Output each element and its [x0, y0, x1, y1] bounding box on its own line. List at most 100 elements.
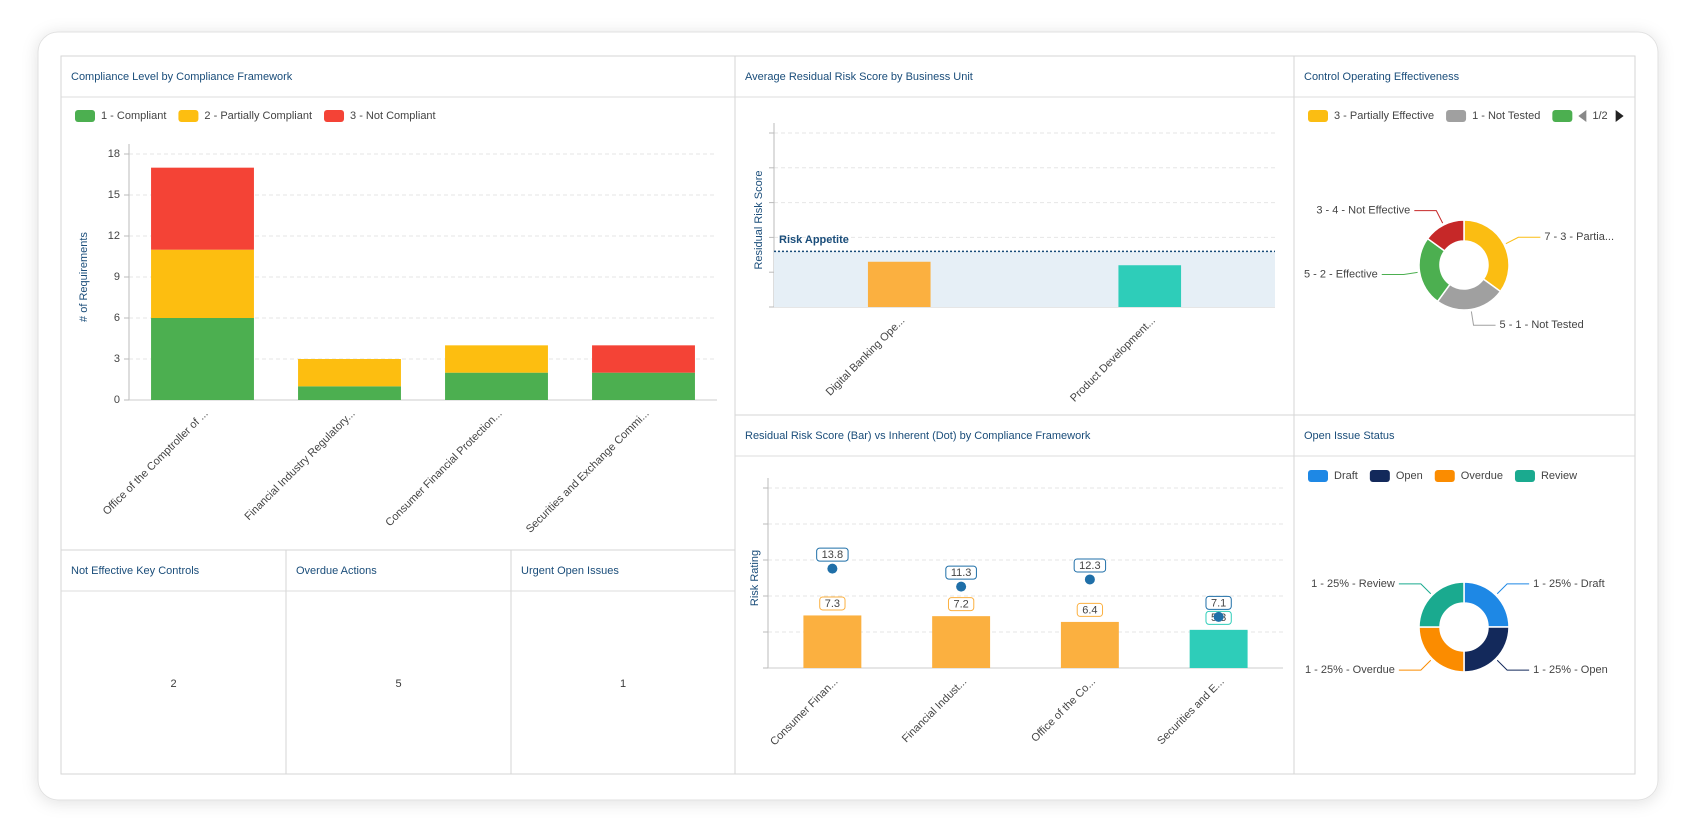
- kpi-value: 1: [620, 678, 626, 690]
- threshold-zone: [774, 251, 1275, 307]
- dot: [827, 563, 838, 574]
- bar-segment: [445, 372, 548, 400]
- legend-page: 1/2: [1592, 110, 1607, 122]
- legend-label: 1 - Not Tested: [1472, 110, 1540, 122]
- slice-label: 5 - 1 - Not Tested: [1500, 319, 1584, 331]
- bar: [803, 615, 862, 668]
- legend-prev[interactable]: [1578, 110, 1587, 122]
- y-axis-label: # of Requirements: [78, 232, 90, 322]
- y-axis-label: Risk Rating: [749, 550, 761, 606]
- legend-next[interactable]: [1615, 110, 1624, 122]
- leader-line: [1414, 210, 1444, 224]
- value-label-box: 7.2: [947, 597, 975, 612]
- panel: [734, 55, 1295, 416]
- panel-title: Open Issue Status: [1304, 430, 1395, 442]
- bar-segment: [151, 167, 254, 250]
- leader-line: [1496, 583, 1530, 595]
- value-label-box: 12.3: [1073, 558, 1107, 573]
- y-tick-label: 15: [108, 189, 120, 201]
- panel-title: Not Effective Key Controls: [71, 565, 200, 577]
- legend-swatch: [1434, 470, 1455, 482]
- threshold-label: Risk Appetite: [779, 234, 849, 246]
- kpi-value: 5: [395, 678, 401, 690]
- value-label: 13.8: [822, 549, 843, 561]
- value-label-box: 11.3: [945, 565, 977, 580]
- kpi-value: 2: [170, 678, 176, 690]
- bar-segment: [445, 345, 548, 373]
- panel: [60, 549, 287, 775]
- legend-swatch: [1514, 470, 1535, 482]
- panel-title: Overdue Actions: [296, 565, 377, 577]
- y-tick-label: 9: [114, 271, 120, 283]
- value-label-box: 13.8: [816, 547, 849, 562]
- value-label-box: 7.1: [1205, 595, 1232, 610]
- legend-swatch: [1308, 110, 1328, 122]
- leader-line: [1470, 311, 1496, 326]
- legend-swatch: [178, 110, 199, 122]
- legend-swatch: [324, 110, 345, 122]
- legend-swatch: [1446, 110, 1467, 122]
- legend-label: Open: [1396, 470, 1423, 482]
- slice-label: 1 - 25% - Overdue: [1305, 664, 1395, 676]
- legend-swatch: [1308, 470, 1328, 482]
- legend-swatch: [75, 110, 95, 122]
- bar-segment: [298, 359, 401, 387]
- dot: [1213, 611, 1224, 622]
- legend-label: 3 - Not Compliant: [350, 110, 436, 122]
- value-label-box: 7.3: [819, 596, 846, 611]
- value-label: 11.3: [951, 567, 972, 579]
- value-label-frame: [1073, 558, 1107, 573]
- legend-label: Draft: [1334, 470, 1358, 482]
- panel-title: Compliance Level by Compliance Framework: [71, 71, 293, 83]
- slice-label: 1 - 25% - Draft: [1533, 578, 1605, 590]
- leader-line: [1505, 236, 1541, 245]
- bar-segment: [592, 345, 695, 373]
- dot: [1084, 574, 1095, 585]
- panel-title: Average Residual Risk Score by Business …: [745, 71, 973, 83]
- leader-line: [1398, 583, 1432, 595]
- slice-label: 1 - 25% - Review: [1311, 578, 1395, 590]
- value-label-frame: [945, 565, 977, 580]
- bar-segment: [592, 372, 695, 400]
- leader-line: [1381, 271, 1418, 276]
- value-label: 7.2: [953, 599, 968, 611]
- legend-swatch: [1552, 110, 1573, 122]
- dot: [956, 581, 967, 592]
- value-label: 7.3: [825, 598, 840, 610]
- legend-label: Overdue: [1461, 470, 1503, 482]
- value-label: 12.3: [1079, 560, 1100, 572]
- value-label-frame: [816, 547, 849, 562]
- value-label-frame: [819, 596, 846, 611]
- bar: [932, 616, 991, 668]
- donut-slice: [1426, 219, 1465, 252]
- value-label: 6.4: [1082, 604, 1097, 616]
- legend-label: 2 - Partially Compliant: [204, 110, 312, 122]
- value-label-box: 6.4: [1076, 602, 1104, 617]
- y-tick-label: 12: [108, 230, 120, 242]
- y-tick-label: 6: [114, 312, 120, 324]
- bar-segment: [151, 249, 254, 318]
- panel: [285, 549, 512, 775]
- legend-label: Review: [1541, 470, 1577, 482]
- slice-label: 5 - 2 - Effective: [1304, 268, 1378, 280]
- legend-label: 3 - Partially Effective: [1334, 110, 1434, 122]
- panel: [734, 414, 1295, 775]
- slice-label: 7 - 3 - Partia...: [1544, 231, 1614, 243]
- value-label-frame: [1076, 602, 1104, 617]
- panel-title: Residual Risk Score (Bar) vs Inherent (D…: [745, 430, 1091, 442]
- legend-swatch: [1369, 470, 1390, 482]
- bar: [1060, 621, 1119, 668]
- bar: [1118, 265, 1182, 307]
- bar-segment: [151, 318, 254, 400]
- value-label-frame: [947, 597, 975, 612]
- value-label: 7.1: [1211, 597, 1226, 609]
- y-tick-label: 3: [114, 353, 120, 365]
- bar: [1189, 629, 1248, 668]
- leader-line: [1496, 659, 1530, 671]
- panel-title: Urgent Open Issues: [521, 565, 619, 577]
- legend-label: 1 - Compliant: [101, 110, 166, 122]
- bar-segment: [298, 386, 401, 400]
- slice-label: 1 - 25% - Open: [1533, 664, 1608, 676]
